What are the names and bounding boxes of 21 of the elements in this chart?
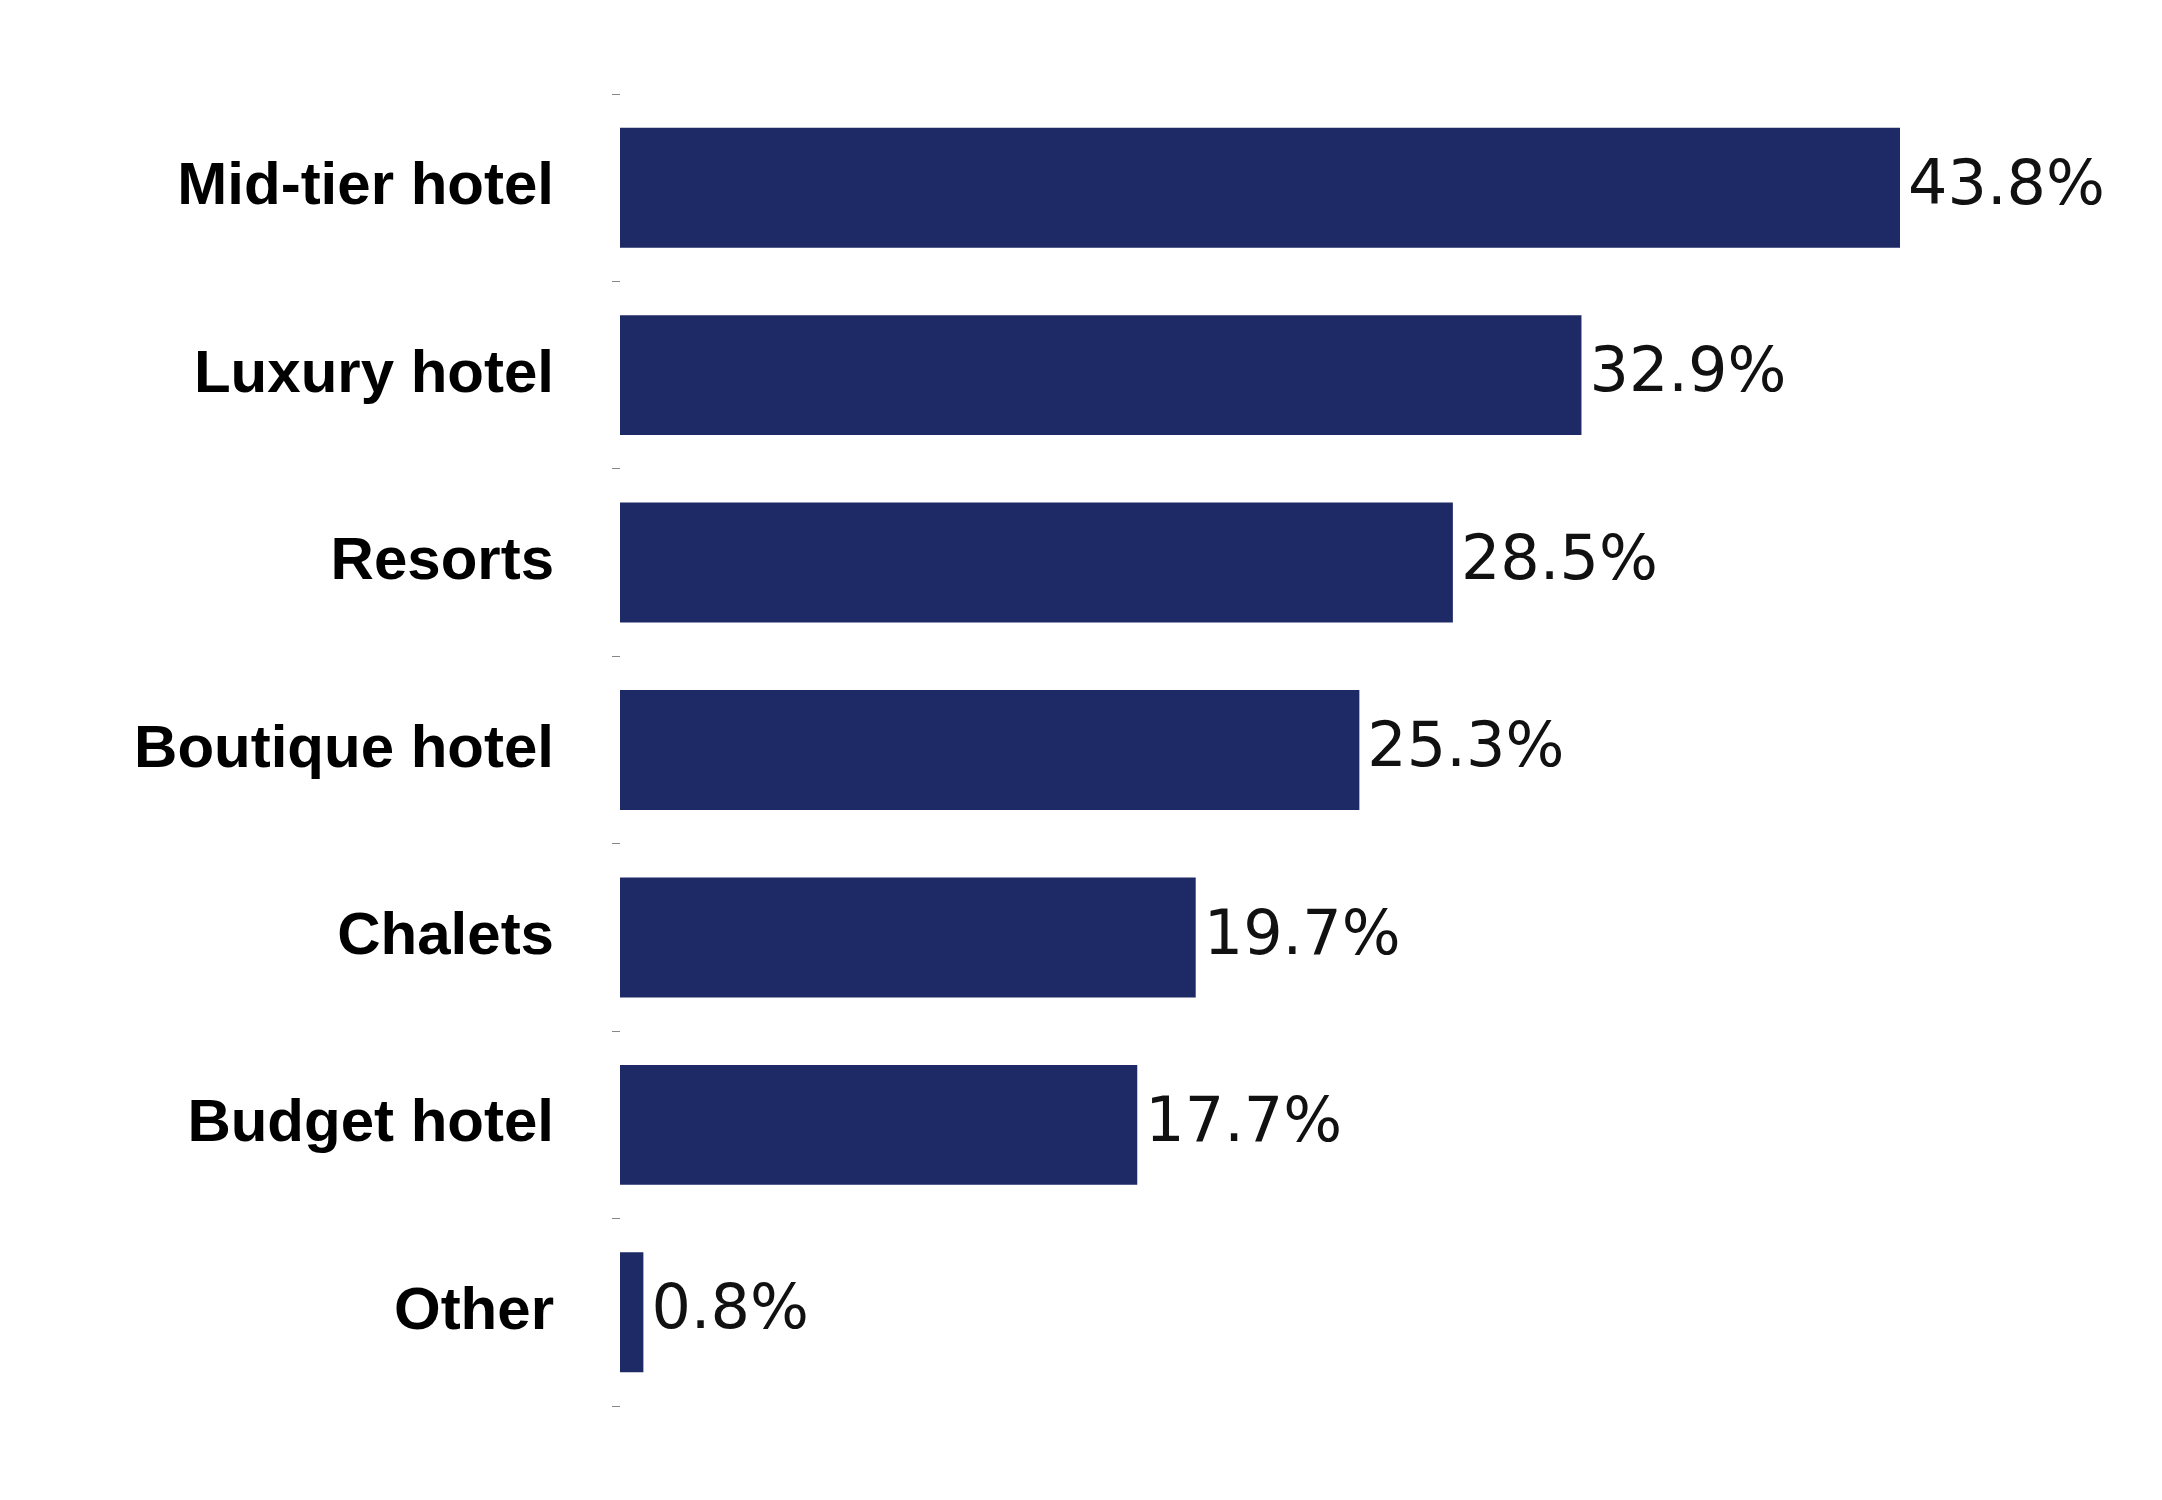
bar xyxy=(620,1252,644,1373)
y-tick-label: Chalets xyxy=(337,899,554,967)
y-tick-label: Other xyxy=(393,1274,554,1342)
data-label: 19.7% xyxy=(1203,895,1401,969)
y-tick-label: Luxury hotel xyxy=(193,337,554,405)
y-tick-label: Budget hotel xyxy=(187,1087,554,1155)
y-tick-label: Resorts xyxy=(330,525,554,593)
data-label: 0.8% xyxy=(651,1270,809,1344)
bar xyxy=(620,127,1900,248)
bar xyxy=(620,690,1360,810)
bar xyxy=(620,877,1196,998)
data-label: 28.5% xyxy=(1460,520,1658,594)
data-label: 25.3% xyxy=(1367,708,1565,782)
data-label: 17.7% xyxy=(1145,1082,1343,1156)
bar xyxy=(620,502,1453,623)
y-tick-label: Mid-tier hotel xyxy=(177,150,554,218)
y-tick-label: Boutique hotel xyxy=(134,712,554,780)
data-label: 43.8% xyxy=(1908,145,2105,219)
bar xyxy=(620,1064,1138,1185)
bar xyxy=(620,315,1582,436)
data-label: 32.9% xyxy=(1589,333,1787,407)
